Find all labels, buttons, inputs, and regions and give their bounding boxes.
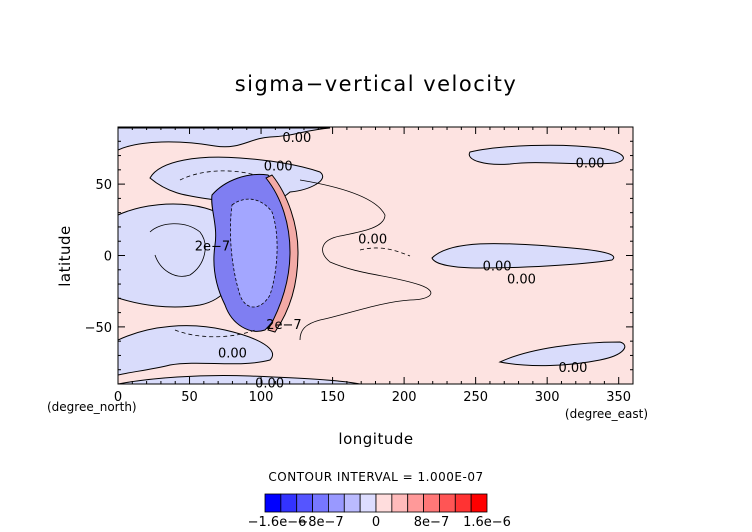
positive-front-strip bbox=[265, 174, 299, 333]
negative-region-core-inner bbox=[230, 198, 278, 308]
x-axis-label: longitude bbox=[338, 430, 413, 448]
contour-label: 0.00 bbox=[507, 272, 536, 287]
contour-label: 0.00 bbox=[255, 377, 284, 392]
negative-region-south bbox=[118, 325, 273, 376]
negative-region-east-central bbox=[431, 243, 615, 269]
x-tick-label: 250 bbox=[463, 390, 488, 405]
colorbar-swatch bbox=[375, 493, 393, 513]
contour-interval: CONTOUR INTERVAL = 1.000E-07 bbox=[268, 470, 483, 484]
negative-dashed-contours bbox=[174, 170, 411, 338]
positive-contour-arc bbox=[299, 179, 432, 341]
colorbar-swatch bbox=[439, 493, 456, 513]
colorbar-swatch bbox=[470, 493, 488, 513]
x-tick-label: 200 bbox=[392, 390, 417, 405]
chart-title: sigma−vertical velocity bbox=[235, 72, 518, 96]
negative-region-east-southern bbox=[498, 341, 626, 367]
colorbar-swatch bbox=[343, 493, 361, 513]
contour-label: 0.00 bbox=[282, 131, 311, 146]
colorbar-tick-label: 1.6e−6 bbox=[463, 515, 511, 530]
x-tick-label: 350 bbox=[606, 390, 631, 405]
y-tick-label: 50 bbox=[95, 178, 112, 193]
colorbar-tick-label: −8e−7 bbox=[297, 515, 343, 530]
x-tick-label: 50 bbox=[181, 390, 198, 405]
contour-label: 0.00 bbox=[264, 160, 293, 175]
contour-label: 0.00 bbox=[218, 347, 247, 362]
x-tick-label: 150 bbox=[320, 390, 345, 405]
contour-labels: 0.000.00 0.000.000.000.000.000.000.002e−7… bbox=[195, 131, 605, 392]
x-axis-unit: (degree_east) bbox=[565, 407, 648, 421]
negative-region-north-band bbox=[118, 127, 331, 151]
contour-label: 2e−7 bbox=[195, 240, 230, 255]
colorbar-swatch bbox=[312, 493, 329, 513]
colorbar-swatch bbox=[264, 493, 282, 513]
colorbar-tick-label: 0 bbox=[372, 515, 380, 530]
colorbar-swatch bbox=[423, 493, 440, 513]
colorbar-swatch bbox=[391, 493, 409, 513]
x-axis-ticks: 0 50 100 150 200 250 300 350 bbox=[114, 127, 631, 405]
colorbar-swatch bbox=[407, 493, 424, 513]
contour-label: 0.00 bbox=[358, 232, 387, 247]
y-axis-unit: (degree_north) bbox=[47, 400, 137, 414]
colorbar-swatch bbox=[359, 493, 377, 513]
colorbar-swatch bbox=[454, 493, 472, 513]
contour-label: 0.00 bbox=[483, 259, 512, 274]
colorbar-labels: −1.6e−6−8e−7 0 8e−7 1.6e−6 bbox=[248, 515, 511, 530]
negative-region-east-northern bbox=[468, 144, 624, 165]
contour-label: 0.00 bbox=[576, 157, 605, 172]
negative-region-south-band bbox=[118, 374, 361, 384]
x-tick-label: 300 bbox=[535, 390, 560, 405]
contour-label: 2e−7 bbox=[266, 318, 301, 333]
contour-field bbox=[118, 127, 626, 384]
colorbar-swatch bbox=[280, 493, 298, 513]
x-tick-label: 100 bbox=[249, 390, 274, 405]
colorbar-swatch bbox=[296, 493, 313, 513]
colorbar-tick-label: −1.6e−6 bbox=[248, 515, 307, 530]
x-tick-label: 0 bbox=[114, 390, 122, 405]
y-axis-label: latitude bbox=[56, 225, 74, 287]
positive-contour-west bbox=[149, 223, 206, 277]
y-tick-label: −50 bbox=[85, 321, 112, 336]
y-tick-label: 0 bbox=[104, 250, 112, 265]
colorbar bbox=[264, 493, 488, 513]
contour-label: 0.00 bbox=[558, 361, 587, 376]
y-axis-ticks: −50 0 50 bbox=[85, 140, 633, 371]
colorbar-swatch bbox=[328, 493, 345, 513]
colorbar-tick-label: 8e−7 bbox=[414, 515, 449, 530]
